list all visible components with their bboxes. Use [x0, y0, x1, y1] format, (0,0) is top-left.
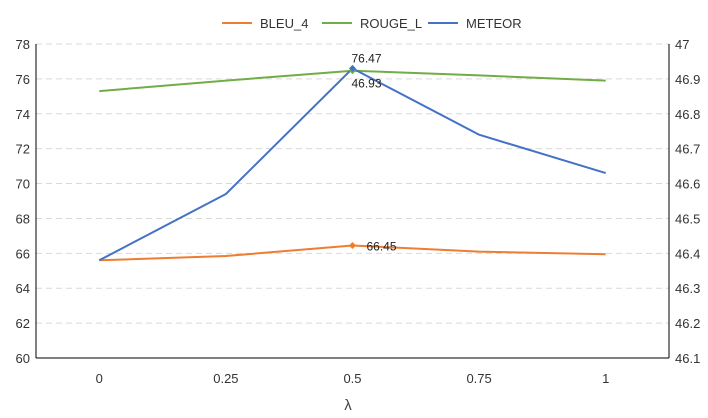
right-tick-label: 46.6: [675, 177, 700, 192]
legend: BLEU_4 ROUGE_L METEOR: [222, 16, 522, 31]
left-axis-ticks: 60 62 64 66 68 70 72 74 76 78: [16, 37, 30, 366]
left-tick-label: 74: [16, 107, 30, 122]
left-tick-label: 64: [16, 281, 30, 296]
right-axis-ticks: 46.1 46.2 46.3 46.4 46.5 46.6 46.7 46.8 46.9 47: [675, 37, 700, 366]
x-tick-label: 0.25: [213, 371, 238, 386]
right-tick-label: 46.8: [675, 107, 700, 122]
right-tick-label: 47: [675, 37, 689, 52]
left-tick-label: 62: [16, 316, 30, 331]
right-tick-label: 46.7: [675, 142, 700, 157]
legend-label-bleu_4: BLEU_4: [260, 16, 308, 31]
right-tick-label: 46.4: [675, 246, 700, 261]
legend-label-rouge_l: ROUGE_L: [360, 16, 422, 31]
left-tick-label: 70: [16, 177, 30, 192]
right-tick-label: 46.3: [675, 281, 700, 296]
data-point-marker-bleu_4: [349, 241, 356, 249]
data-point-marker-meteor: [349, 64, 356, 72]
data-labels: 76.47 46.93 66.45: [349, 52, 397, 253]
gridlines: [36, 43, 669, 324]
left-tick-label: 72: [16, 142, 30, 157]
data-label-bleu_4: 66.45: [367, 239, 397, 253]
axes: [35, 44, 670, 359]
left-tick-label: 68: [16, 211, 30, 226]
right-tick-label: 46.5: [675, 211, 700, 226]
x-tick-label: 0.75: [466, 371, 491, 386]
left-tick-label: 60: [16, 351, 30, 366]
x-axis-title: λ: [344, 397, 352, 414]
left-tick-label: 78: [16, 37, 30, 52]
data-label-rouge_l: 76.47: [352, 52, 382, 66]
series-lines: [98, 67, 606, 262]
left-tick-label: 76: [16, 72, 30, 87]
x-tick-label: 1: [602, 371, 609, 386]
left-tick-label: 66: [16, 246, 30, 261]
data-label-meteor: 46.93: [352, 76, 382, 90]
right-tick-label: 46.2: [675, 316, 700, 331]
x-axis-ticks: 0 0.25 0.5 0.75 1: [96, 371, 610, 386]
right-tick-label: 46.1: [675, 351, 700, 366]
legend-label-meteor: METEOR: [466, 16, 522, 31]
right-tick-label: 46.9: [675, 72, 700, 87]
series-line-meteor: [98, 67, 606, 262]
x-tick-label: 0.5: [343, 371, 361, 386]
x-tick-label: 0: [96, 371, 103, 386]
